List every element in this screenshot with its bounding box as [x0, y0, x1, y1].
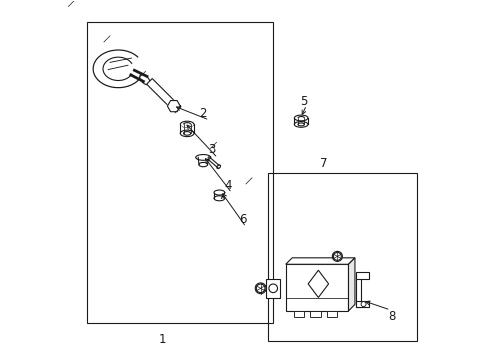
Ellipse shape — [199, 162, 207, 167]
Ellipse shape — [214, 196, 224, 201]
Bar — [310, 311, 320, 318]
Ellipse shape — [294, 115, 307, 121]
Text: 2: 2 — [199, 107, 206, 120]
Bar — [356, 272, 368, 279]
Text: 6: 6 — [239, 213, 246, 226]
Text: 7: 7 — [319, 157, 326, 170]
Ellipse shape — [255, 283, 265, 294]
Bar — [267, 173, 416, 341]
Circle shape — [256, 284, 264, 293]
Bar — [356, 275, 360, 307]
Polygon shape — [307, 270, 328, 297]
Text: 5: 5 — [299, 95, 307, 108]
Circle shape — [360, 302, 366, 307]
Ellipse shape — [140, 75, 150, 85]
Ellipse shape — [216, 165, 220, 168]
Bar — [356, 301, 368, 307]
Ellipse shape — [180, 130, 194, 136]
Text: 4: 4 — [224, 179, 232, 192]
Ellipse shape — [332, 251, 342, 261]
Ellipse shape — [297, 123, 304, 126]
Ellipse shape — [195, 154, 210, 160]
Polygon shape — [285, 258, 354, 264]
Circle shape — [333, 252, 341, 260]
Ellipse shape — [183, 132, 190, 135]
Bar — [265, 279, 280, 298]
Ellipse shape — [294, 122, 307, 127]
Ellipse shape — [214, 190, 224, 195]
Text: 8: 8 — [387, 310, 394, 323]
Circle shape — [268, 284, 277, 293]
Bar — [326, 311, 337, 318]
Bar — [86, 22, 273, 323]
Text: 3: 3 — [208, 143, 216, 156]
Polygon shape — [348, 258, 354, 311]
Text: 1: 1 — [158, 333, 165, 346]
Polygon shape — [167, 100, 180, 112]
Bar — [293, 311, 303, 318]
Bar — [285, 264, 348, 311]
Polygon shape — [146, 78, 173, 106]
